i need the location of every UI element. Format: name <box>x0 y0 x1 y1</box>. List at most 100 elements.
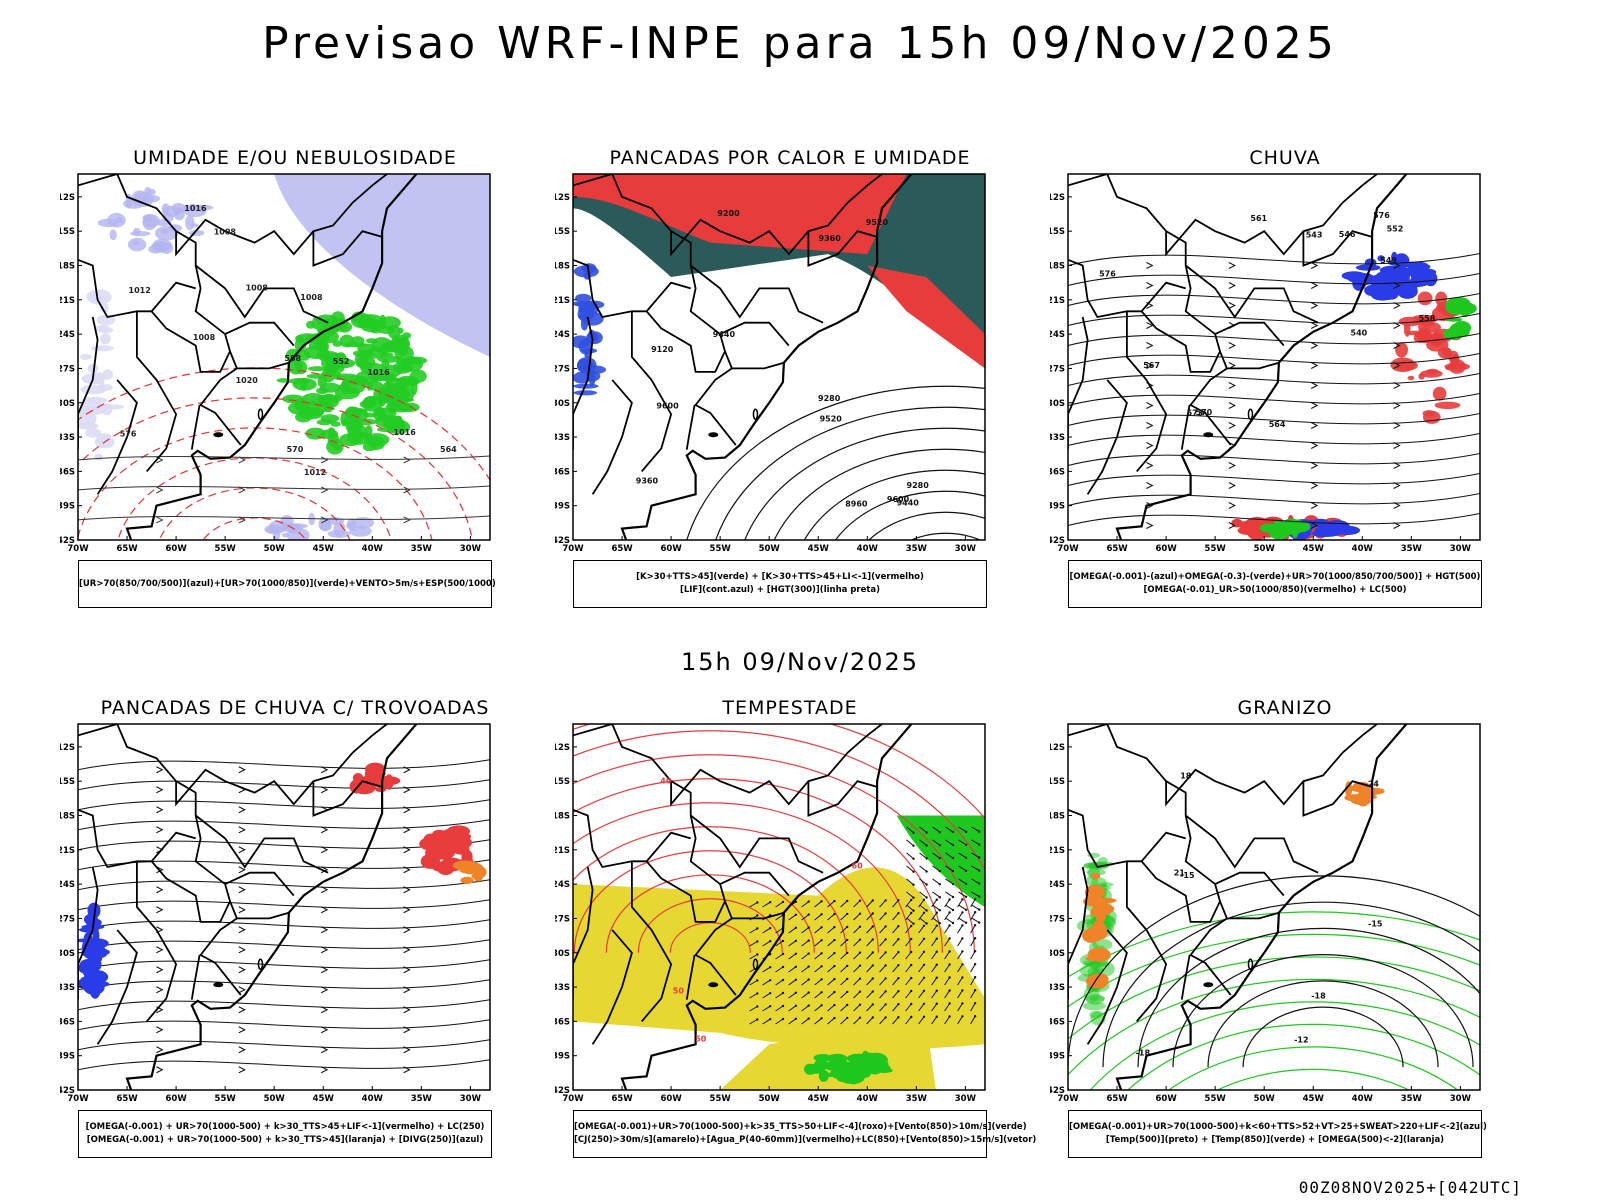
legend-line: [OMEGA(-0.01)_UR>50(1000/850)(vermelho) … <box>1143 585 1407 595</box>
lon-tick-label: 70W <box>67 1094 89 1104</box>
contour-label: -18 <box>1311 992 1326 1001</box>
lat-tick-label: 24S <box>60 880 75 890</box>
map-figure: 1008 1008 1008 1012 1016 1016 1020 1012 1016 1008… <box>60 173 491 554</box>
lon-tick-label: 45W <box>313 1094 335 1104</box>
contour-label: 1012 <box>304 468 326 477</box>
lat-tick-label: 42S <box>555 1086 570 1096</box>
lon-tick-label: 70W <box>562 1094 584 1104</box>
lat-tick-label: 15S <box>60 227 75 237</box>
panel-umidade: UMIDADE E/OU NEBULOSIDADE 1008 1008 1008 10… <box>60 147 510 612</box>
lon-tick-label: 50W <box>759 1094 781 1104</box>
lon-tick-label: 35W <box>1401 1094 1423 1104</box>
lon-tick-label: 55W <box>215 544 237 554</box>
contour-label: 552 <box>1387 225 1404 234</box>
lon-tick-label: 60W <box>660 544 682 554</box>
contour-label: 570 <box>287 445 304 454</box>
contour-label: -12 <box>1294 1036 1308 1045</box>
legend-line: [UR>70(850/700/500)](azul)+[UR>70(1000/8… <box>79 578 496 589</box>
lat-tick-label: 12S <box>60 743 75 753</box>
lat-tick-label: 21S <box>60 296 75 306</box>
panel-title: CHUVA <box>1249 147 1321 169</box>
lon-tick-label: 65W <box>611 1094 633 1104</box>
lon-tick-label: 45W <box>808 544 830 554</box>
legend-line: [OMEGA(-0.001) + UR>70(1000-500) + k>30_… <box>85 1122 485 1132</box>
lat-tick-label: 42S <box>555 536 570 546</box>
lat-tick-label: 33S <box>60 983 75 993</box>
contour-label: 1008 <box>193 333 216 342</box>
lat-tick-label: 12S <box>555 743 570 753</box>
legend-box: [OMEGA(-0.001)+UR>70(1000-500)+k>35_TTS>… <box>573 1110 1036 1158</box>
legend-box: [OMEGA(-0.001)+UR>70(1000-500)+k<60+TTS>… <box>1068 1110 1487 1158</box>
lon-tick-label: 55W <box>710 544 732 554</box>
lat-tick-label: 39S <box>60 1052 75 1062</box>
lon-tick-label: 45W <box>1303 544 1325 554</box>
lat-tick-label: 18S <box>555 262 570 272</box>
lat-tick-label: 33S <box>60 433 75 443</box>
lon-tick-label: 65W <box>116 544 138 554</box>
lat-tick-label: 27S <box>60 364 75 374</box>
lon-tick-label: 65W <box>116 1094 138 1104</box>
lat-tick-label: 36S <box>1050 467 1065 477</box>
lat-tick-label: 15S <box>1050 227 1065 237</box>
legend-line: [OMEGA(-0.001)-(azul)+OMEGA(-0.3)-(verde… <box>1069 572 1481 582</box>
lat-tick-label: 12S <box>555 193 570 203</box>
lat-tick-label: 15S <box>555 227 570 237</box>
lon-tick-label: 50W <box>759 544 781 554</box>
lat-tick-label: 12S <box>60 193 75 203</box>
lat-tick-label: 24S <box>555 330 570 340</box>
lat-tick-label: 36S <box>555 1017 570 1027</box>
lon-tick-label: 35W <box>411 1094 433 1104</box>
legend-box: [UR>70(850/700/500)](azul)+[UR>70(1000/8… <box>78 560 496 608</box>
lat-tick-label: 21S <box>60 846 75 856</box>
run-timestamp: 00Z08NOV2025+[042UTC] <box>1298 1178 1522 1197</box>
contour-label: 561 <box>1250 214 1267 223</box>
lat-tick-label: 42S <box>60 1086 75 1096</box>
contour-label: 18 <box>1180 771 1192 780</box>
legend-line: [OMEGA(-0.001)+UR>70(1000-500)+k>35_TTS>… <box>574 1122 1027 1132</box>
panel-title: TEMPESTADE <box>722 697 858 719</box>
lat-tick-label: 12S <box>1050 743 1065 753</box>
contour-label: 543 <box>1306 230 1323 239</box>
contour-label: 9280 <box>818 394 841 403</box>
lon-tick-label: 30W <box>460 1094 482 1104</box>
lon-tick-label: 50W <box>264 544 286 554</box>
lat-tick-label: 21S <box>555 846 570 856</box>
lon-tick-label: 65W <box>1106 544 1128 554</box>
contour-label: 1020 <box>236 376 259 385</box>
lon-tick-label: 45W <box>313 544 335 554</box>
contour-label: 9520 <box>820 414 843 423</box>
lat-tick-label: 21S <box>1050 846 1065 856</box>
legend-box: [K>30+TTS>45](verde) + [K>30+TTS>45+LI<-… <box>573 560 987 608</box>
contour-label: 546 <box>1339 230 1356 239</box>
lon-tick-label: 70W <box>67 544 89 554</box>
lat-tick-label: 27S <box>1050 914 1065 924</box>
lon-tick-label: 30W <box>1450 1094 1472 1104</box>
lat-tick-label: 15S <box>1050 777 1065 787</box>
lat-tick-label: 18S <box>1050 262 1065 272</box>
contour-label: -15 <box>1368 919 1383 928</box>
lat-tick-label: 27S <box>555 914 570 924</box>
lat-tick-label: 27S <box>1050 364 1065 374</box>
legend-line: [OMEGA(-0.001) + UR>70(1000-500) + k>30_… <box>86 1135 484 1145</box>
contour-label: 9600 <box>887 495 910 504</box>
lon-tick-label: 40W <box>1352 1094 1374 1104</box>
lat-tick-label: 33S <box>555 983 570 993</box>
lat-tick-label: 36S <box>555 467 570 477</box>
contour-label: 564 <box>1269 420 1286 429</box>
contour-label: -24 <box>1365 780 1380 789</box>
lon-tick-label: 70W <box>1057 544 1079 554</box>
legend-line: [Temp(500)](preto) + [Temp(850)](verde) … <box>1105 1135 1445 1145</box>
contour-label: 1008 <box>246 283 269 292</box>
lon-tick-label: 45W <box>808 1094 830 1104</box>
contour-label: 1016 <box>394 428 417 437</box>
lat-tick-label: 18S <box>60 262 75 272</box>
lat-tick-label: 36S <box>60 1017 75 1027</box>
map-figure: -12 -15 -18 -15 -18 -24 18 21 12S 15S 18S 21S 24S 27S… <box>1050 723 1481 1104</box>
lon-tick-label: 60W <box>1155 544 1177 554</box>
contour-label: 40 <box>660 776 672 785</box>
panel-pancadas-trovoadas: PANCADAS DE CHUVA C/ TROVOADAS 12S 15S 18S… <box>60 697 510 1172</box>
lat-tick-label: 15S <box>60 777 75 787</box>
lon-tick-label: 30W <box>955 1094 977 1104</box>
lat-tick-label: 36S <box>60 467 75 477</box>
